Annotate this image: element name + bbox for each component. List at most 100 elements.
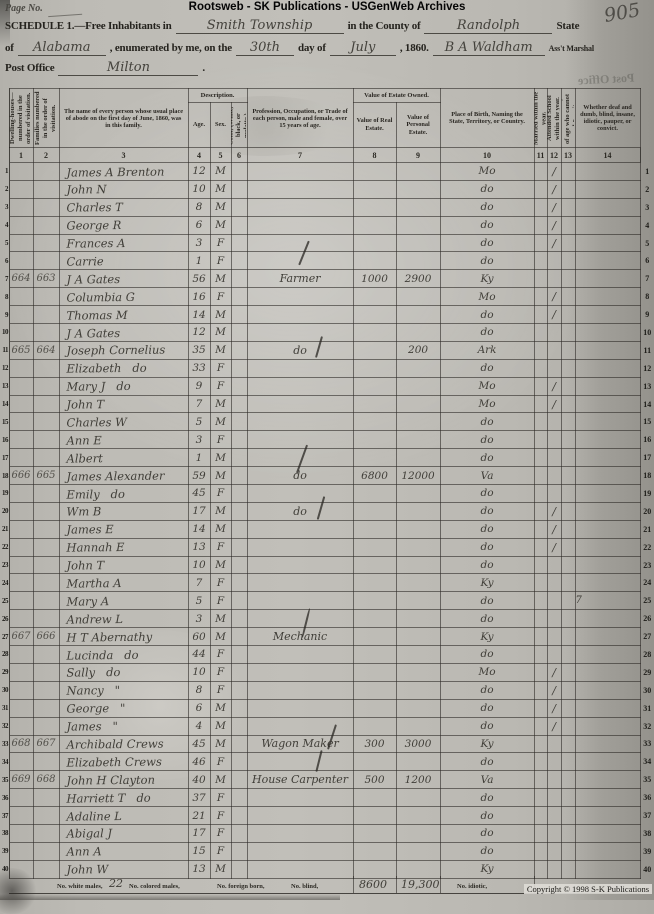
cell-color [230, 412, 248, 432]
cell-occupation [246, 412, 354, 432]
cell-sex: M [209, 627, 232, 647]
cell-occupation [246, 162, 354, 181]
cell-cannot-read [560, 466, 576, 486]
cell-birthplace: do [439, 609, 535, 629]
row-number-left: 18 [0, 466, 10, 485]
cell-married [533, 770, 548, 790]
cell-remarks [574, 466, 641, 486]
cell-birthplace: do [439, 645, 535, 664]
cell-attended-school [546, 340, 562, 360]
cell-cannot-read [560, 591, 576, 611]
row-number-left: 4 [0, 216, 10, 235]
cell-personal-estate [395, 251, 441, 271]
cell-remarks [574, 501, 641, 521]
cell-family-number: 663 [32, 269, 60, 289]
cell-attended-school [546, 645, 562, 664]
row-number-left: 10 [0, 323, 10, 342]
copyright-notice: Copyright © 1998 S-K Publications [523, 884, 652, 894]
row-number-left: 17 [0, 448, 10, 467]
cell-real-estate [352, 376, 397, 396]
cell-name: Adaline L [58, 805, 189, 826]
cell-color [230, 448, 248, 468]
cell-real-estate [352, 394, 397, 414]
cell-occupation [246, 430, 354, 450]
cell-name: Mary A [58, 591, 189, 611]
cell-sex: F [209, 358, 232, 378]
cell-remarks [574, 823, 641, 843]
cell-age: 60 [187, 627, 211, 647]
cell-color [230, 591, 248, 611]
cell-real-estate [352, 484, 397, 503]
cell-color [230, 823, 248, 843]
cell-cannot-read [560, 197, 576, 217]
group-header-description: Description. [187, 88, 248, 103]
cell-family-number [32, 162, 60, 181]
row-number-right: 13 [639, 377, 654, 396]
row-number-left: 26 [0, 609, 10, 628]
cell-age: 40 [187, 770, 211, 790]
cell-attended-school [546, 591, 562, 611]
cell-occupation [246, 752, 354, 772]
cell-age: 10 [187, 555, 211, 575]
row-number-left: 33 [0, 735, 10, 753]
cell-birthplace: do [439, 555, 535, 575]
cell-color [230, 305, 248, 325]
cell-sex: F [209, 823, 232, 843]
cell-personal-estate [395, 448, 441, 468]
cell-color [230, 645, 248, 664]
cell-married [533, 448, 548, 468]
col-header-married: Married within the year. [534, 88, 548, 148]
cell-attended-school: / [546, 179, 562, 199]
county-label: in the County of [347, 20, 421, 32]
cell-cannot-read [560, 251, 576, 271]
cell-personal-estate [395, 680, 441, 700]
cell-married [533, 823, 548, 843]
cell-birthplace: do [439, 412, 535, 432]
cell-birthplace: do [439, 448, 535, 468]
cell-occupation [246, 251, 354, 271]
cell-remarks [574, 680, 641, 700]
cell-sex: F [209, 806, 232, 825]
cell-age: 17 [187, 501, 211, 521]
cell-real-estate [352, 609, 397, 629]
state-label: State [556, 20, 580, 32]
cell-remarks [574, 573, 641, 593]
cell-sex: F [209, 251, 232, 271]
archive-banner: Rootsweb - SK Publications - USGenWeb Ar… [188, 1, 466, 13]
row-number-right: 26 [639, 609, 654, 628]
cell-remarks [574, 752, 641, 772]
cell-name: Mary J do [58, 376, 189, 396]
cell-married [533, 734, 548, 754]
cell-color [230, 627, 248, 647]
cell-cannot-read [560, 323, 576, 342]
cell-color [230, 555, 248, 575]
cell-occupation: House Carpenter [246, 770, 354, 790]
cell-attended-school [546, 770, 562, 790]
cell-dwelling-number: 665 [8, 340, 34, 360]
cell-real-estate [352, 716, 397, 736]
cell-real-estate [352, 323, 397, 342]
cell-attended-school: / [546, 394, 562, 414]
row-number-right: 40 [639, 860, 654, 879]
row-number-right: 16 [639, 430, 654, 449]
cell-sex: M [209, 197, 232, 217]
cell-birthplace: do [439, 519, 535, 539]
table-row: 13 Mary J do 9 F Mo / 13 [0, 376, 654, 396]
cell-family-number [32, 859, 60, 879]
cell-cannot-read [560, 412, 576, 432]
cell-dwelling-number [8, 519, 34, 539]
cell-birthplace: do [439, 698, 535, 718]
cell-remarks [574, 484, 641, 503]
cell-dwelling-number [8, 358, 34, 378]
table-row: 35 669 668 John H Clayton 40 M House Carpenter… [0, 770, 654, 790]
cell-married [533, 519, 548, 539]
cell-name: Martha A [58, 573, 189, 593]
cell-married [533, 698, 548, 718]
enumerated-label: , enumerated by me, on the [109, 42, 232, 54]
